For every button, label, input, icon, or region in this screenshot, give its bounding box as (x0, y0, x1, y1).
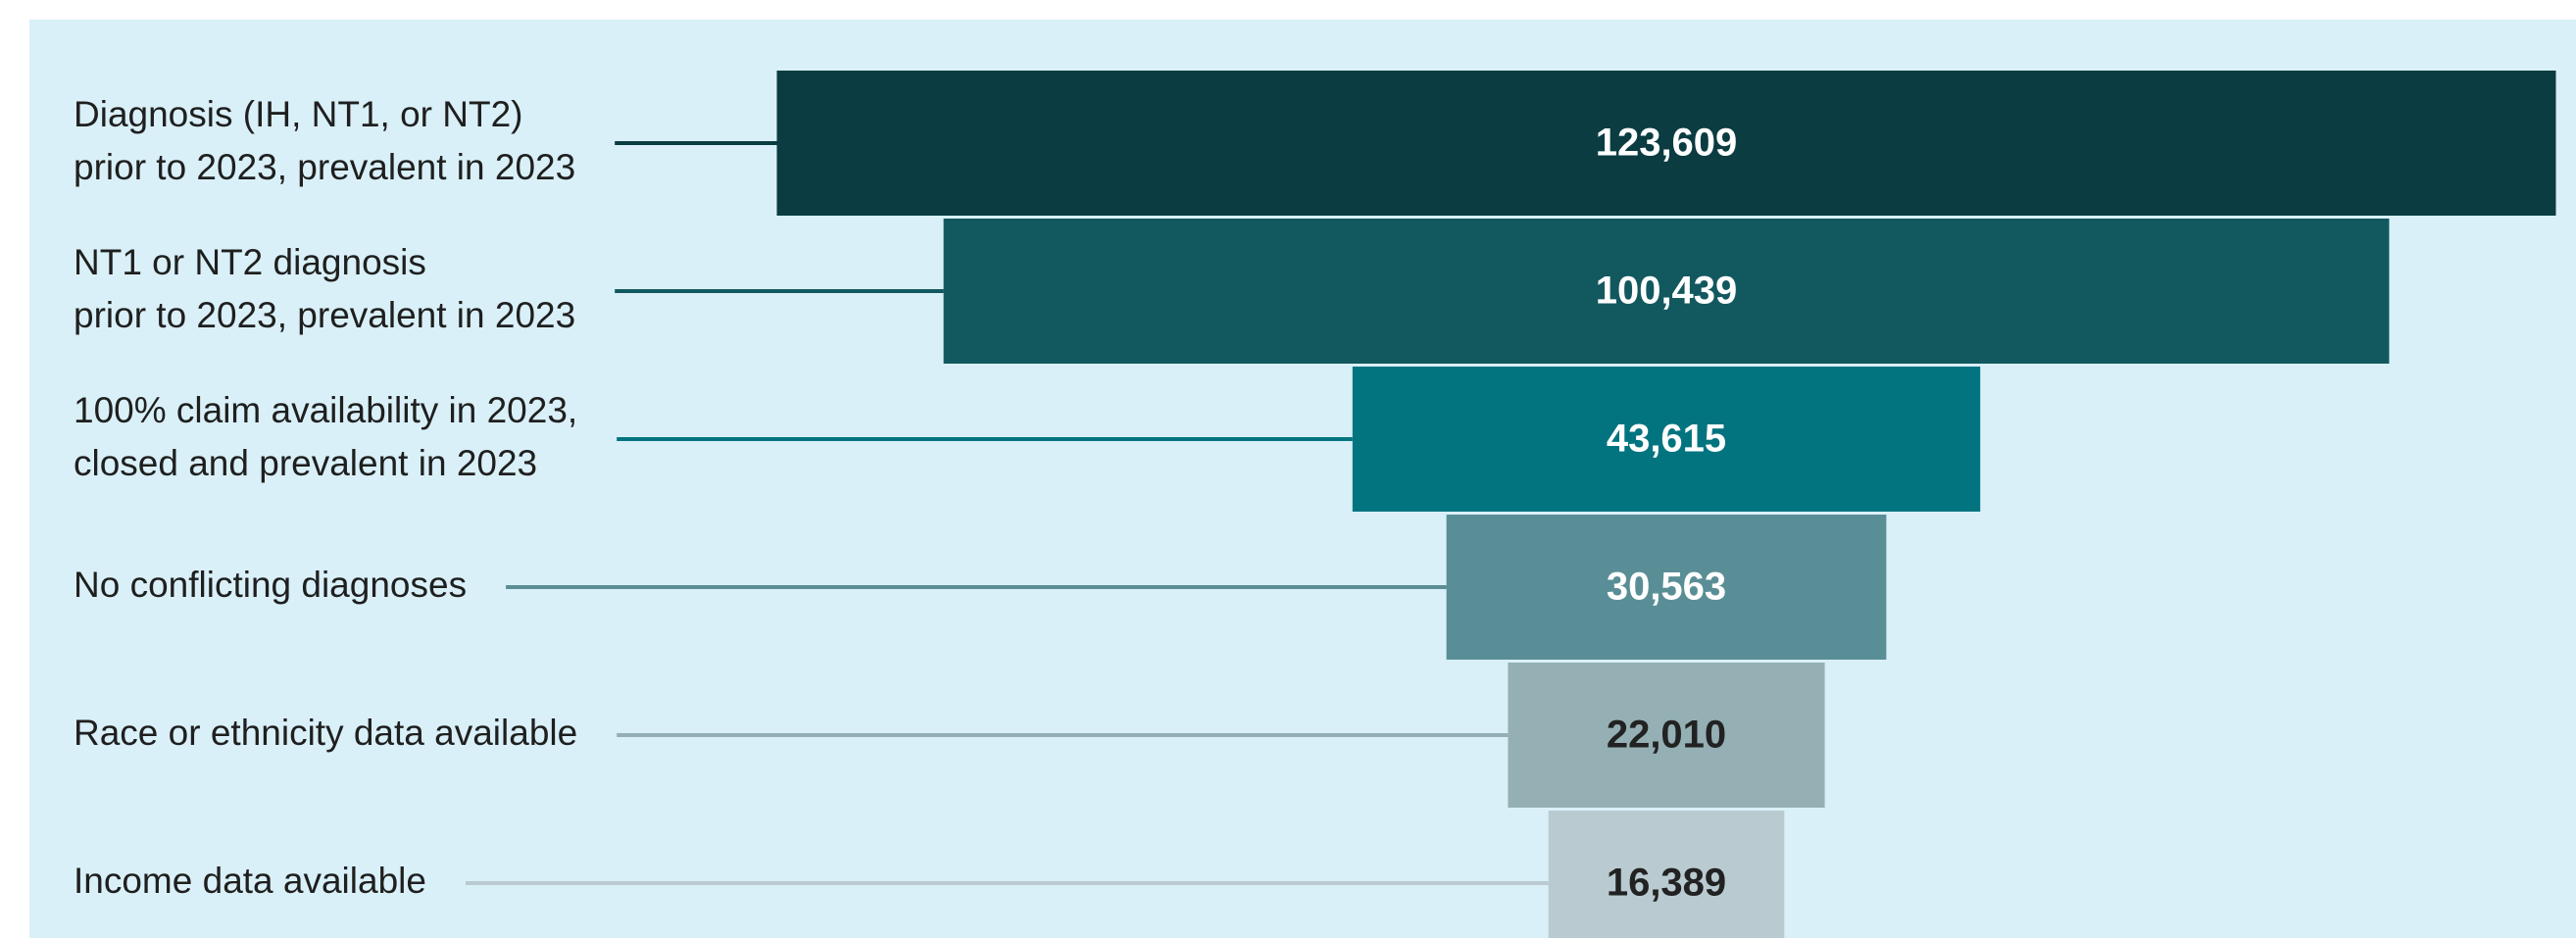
category-label: Diagnosis (IH, NT1, or NT2) (74, 94, 523, 134)
value-label: 30,563 (1607, 566, 1726, 609)
value-label: 123,609 (1596, 122, 1738, 165)
category-label: 100% claim availability in 2023, (74, 390, 577, 430)
funnel-bar (776, 71, 2556, 216)
category-label: NT1 or NT2 diagnosis (74, 242, 426, 282)
value-label: 43,615 (1607, 418, 1726, 461)
funnel-bar (1446, 515, 1887, 660)
funnel-bar (1352, 367, 1981, 512)
funnel-bar (1508, 663, 1825, 808)
category-label: Income data available (74, 861, 426, 901)
category-label: closed and prevalent in 2023 (74, 443, 537, 483)
category-label: prior to 2023, prevalent in 2023 (74, 295, 575, 335)
category-label: prior to 2023, prevalent in 2023 (74, 147, 575, 187)
category-label: No conflicting diagnoses (74, 565, 467, 605)
category-label: Race or ethnicity data available (74, 713, 577, 753)
funnel-bar (1548, 811, 1785, 938)
funnel-bar (943, 219, 2390, 364)
value-label: 16,389 (1607, 862, 1726, 905)
value-label: 100,439 (1596, 270, 1738, 313)
value-label: 22,010 (1607, 714, 1726, 757)
